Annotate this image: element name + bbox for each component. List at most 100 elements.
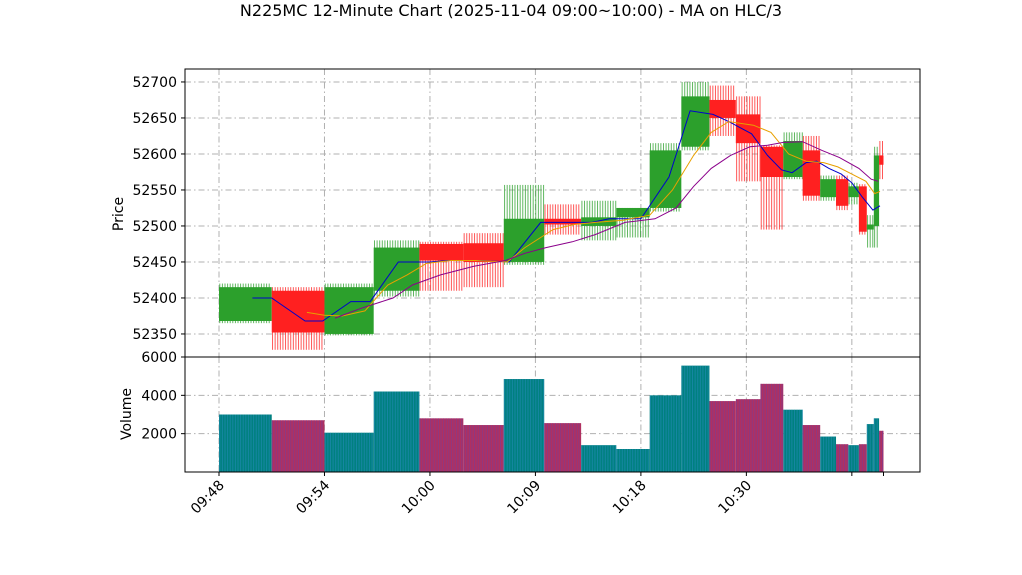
price-tick-label: 52650 — [132, 111, 177, 127]
candle-body — [802, 150, 821, 196]
volume-bar — [581, 445, 617, 472]
volume-bar-hatch — [373, 391, 420, 472]
chart-title: N225MC 12-Minute Chart (2025-11-04 09:00… — [239, 1, 783, 20]
volume-bar — [503, 379, 545, 472]
volume-bar — [858, 444, 867, 472]
volume-bar-fill — [735, 399, 761, 472]
candle — [836, 175, 849, 211]
volume-bar — [866, 424, 874, 472]
candle-body — [681, 96, 710, 147]
volume-bar-hatch — [760, 383, 783, 472]
x-tick-label: 10:09 — [504, 478, 544, 518]
volume-bar-hatch — [544, 423, 580, 472]
volume-bar-hatch — [879, 430, 883, 472]
volume-bar — [544, 423, 582, 472]
volume-bar — [879, 430, 884, 472]
candle — [271, 287, 325, 350]
price-tick-label: 52550 — [132, 183, 177, 199]
volume-bar — [373, 391, 420, 472]
volume-bar-hatch — [709, 401, 735, 472]
candle-body — [858, 186, 867, 232]
volume-bar-hatch — [681, 365, 709, 472]
candle — [419, 241, 464, 291]
volume-bar — [848, 445, 859, 472]
volume-bar-hatch — [802, 425, 820, 472]
volume-bar — [649, 395, 682, 472]
candle — [219, 283, 272, 324]
volume-bar-hatch — [616, 449, 649, 472]
candle — [879, 141, 884, 180]
volume-bar — [271, 420, 325, 472]
price-axis-label: Price — [111, 197, 127, 231]
x-tick-label: 10:18 — [610, 478, 650, 518]
volume-bar-fill — [783, 409, 803, 472]
volume-bar-hatch — [848, 445, 858, 472]
volume-bar-hatch — [649, 395, 680, 472]
candle — [783, 132, 803, 180]
volume-bar-fill — [463, 425, 504, 472]
volume-bar-fill — [848, 445, 859, 472]
volume-bar-fill — [879, 430, 884, 472]
volume-bar-hatch — [820, 436, 835, 472]
volume-bar-hatch — [219, 414, 270, 472]
candle-body — [820, 179, 837, 198]
volume-bar — [419, 418, 464, 472]
volume-bar-hatch — [272, 420, 323, 472]
volume-bar-fill — [858, 444, 867, 472]
volume-bar-hatch — [783, 409, 803, 472]
ma-short-line — [252, 110, 881, 322]
volume-bar — [709, 401, 736, 472]
candle — [463, 233, 504, 288]
candle — [858, 184, 867, 235]
volume-bars — [219, 365, 884, 472]
candle-body — [616, 207, 650, 218]
volume-bar-hatch — [859, 444, 866, 472]
candle-wick — [867, 215, 874, 248]
candle-body — [544, 218, 582, 225]
price-tick-label: 52400 — [132, 291, 177, 307]
volume-bar-fill — [873, 418, 880, 472]
price-tick-label: 52450 — [132, 255, 177, 271]
price-tick-label: 52700 — [132, 75, 177, 91]
candle-body — [879, 155, 884, 165]
candle — [544, 204, 582, 235]
candle — [681, 81, 710, 151]
x-tick-label: 09:48 — [188, 478, 228, 518]
price-tick-label: 52500 — [132, 219, 177, 235]
volume-bar — [836, 444, 849, 472]
volume-bar-hatch — [867, 424, 874, 472]
x-tick-label: 10:00 — [399, 478, 439, 518]
candle-body — [324, 287, 374, 334]
volume-bar-hatch — [736, 399, 761, 472]
volume-axis-label: Volume — [119, 388, 135, 440]
candle-body — [219, 287, 272, 321]
volume-bar — [735, 399, 761, 472]
volume-bar-hatch — [504, 379, 545, 472]
volume-tick-label: 6000 — [141, 350, 177, 366]
candle-body — [735, 114, 761, 144]
volume-axis-ticks: 2000 4000 6000 — [141, 350, 185, 443]
volume-bar — [463, 425, 504, 472]
volume-bar-hatch — [874, 418, 878, 472]
price-tick-label: 52600 — [132, 147, 177, 163]
candle-body — [866, 224, 874, 230]
x-axis-ticks: 09:48 09:54 10:00 10:09 10:18 10:30 — [188, 472, 884, 517]
candle — [709, 85, 736, 136]
volume-bar — [820, 436, 837, 472]
volume-bar-fill — [373, 391, 420, 472]
candle-body — [463, 243, 504, 262]
volume-bar — [802, 425, 821, 472]
volume-bar-hatch — [463, 425, 504, 472]
volume-panel-frame — [184, 356, 921, 473]
moving-average-lines — [252, 110, 881, 322]
volume-bar — [783, 409, 803, 472]
candle-body — [419, 243, 464, 261]
candle — [866, 215, 874, 248]
volume-bar — [324, 432, 374, 472]
volume-bar-fill — [709, 401, 736, 472]
x-tick-label: 10:30 — [715, 478, 755, 518]
candle-body — [836, 179, 849, 206]
candle — [820, 175, 837, 201]
candle — [373, 240, 420, 297]
